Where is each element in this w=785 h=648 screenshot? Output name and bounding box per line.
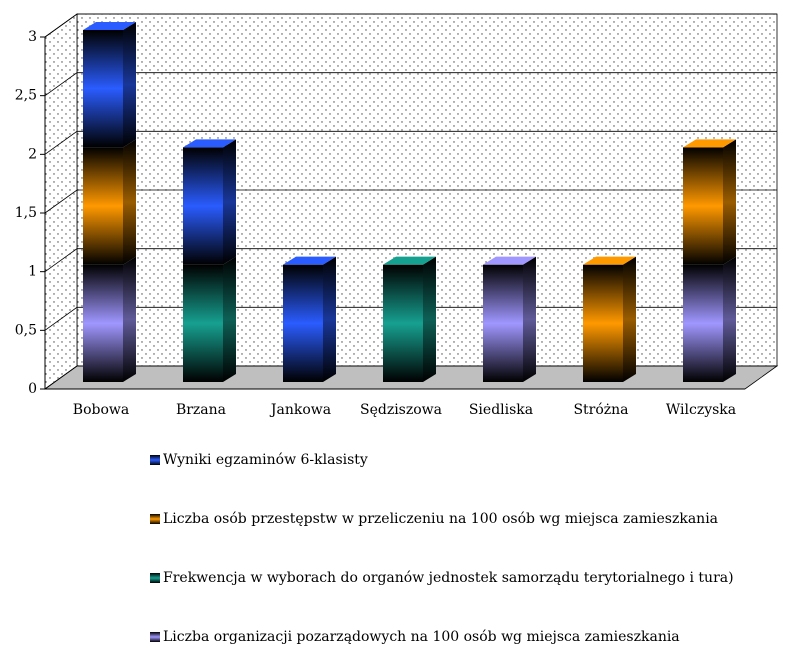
bar-side [323,256,336,382]
bar-segment [83,139,136,265]
x-tick-label: Brzana [176,402,226,418]
bar-segment [483,256,536,382]
bar-side [123,139,136,265]
legend-swatch [150,632,160,642]
bar-front [283,264,323,382]
bar-side [423,256,436,382]
bar-side [223,139,236,265]
bar-side [723,139,736,265]
bar-top [83,22,136,30]
y-tick-label: 2,5 [15,88,37,104]
bar-front [583,264,623,382]
bar-top [683,139,736,148]
bar-segment [183,139,236,265]
bar-side [123,22,136,148]
legend-label: Liczba organizacji pozarządowych na 100 … [163,629,680,645]
x-tick-label: Jankowa [269,402,331,418]
bar-front [183,264,223,382]
y-tick-label: 1 [28,264,37,280]
legend-label: Wyniki egzaminów 6-klasisty [163,452,368,468]
bar-top [283,256,336,265]
bar-segment [83,256,136,382]
grid-line [44,72,777,96]
bar-segment [183,256,236,382]
x-tick-label: Siedliska [469,402,533,418]
y-tick-label: 2 [28,146,37,162]
bar-top [483,256,536,265]
bar-front [683,147,723,265]
bar-side [723,256,736,382]
bar-segment [283,256,336,382]
bar-top [183,139,236,148]
grid-line [44,306,777,331]
bar-front [683,264,723,382]
bar-segment [383,256,436,382]
bar-front [483,264,523,382]
bar-front [83,147,123,265]
legend-swatch [150,573,160,583]
legend-swatch [150,455,160,465]
grid-line [44,130,777,155]
bar-front [83,30,123,148]
x-tick-label: Bobowa [73,402,129,418]
y-tick-label: 1,5 [15,205,37,221]
x-tick-label: Stróżna [573,402,628,418]
bar-side [623,256,636,382]
legend-label: Liczba osób przestępstw w przeliczeniu n… [163,511,718,527]
bar-front [83,264,123,382]
grid-line [44,248,777,272]
bar-side [223,256,236,382]
grid-line [44,189,777,214]
bar-side [123,256,136,382]
bar-segment [583,256,636,382]
y-tick-label: 0 [28,381,37,397]
bar-top [383,256,436,265]
grid-line [44,365,777,390]
bar-segment [683,256,736,382]
bar-top [583,256,636,265]
grid-line [44,13,777,38]
x-tick-label: Wilczyska [666,402,736,418]
bar-side [523,256,536,382]
y-tick-label: 0,5 [15,322,37,338]
bar-segment [683,139,736,265]
bar-front [183,147,223,265]
legend-label: Frekwencja w wyborach do organów jednost… [163,570,734,586]
x-tick-label: Sędziszowa [360,402,442,418]
bar-front [383,264,423,382]
y-tick-label: 3 [28,29,37,45]
legend-swatch [150,514,160,524]
bar-segment [83,22,136,148]
